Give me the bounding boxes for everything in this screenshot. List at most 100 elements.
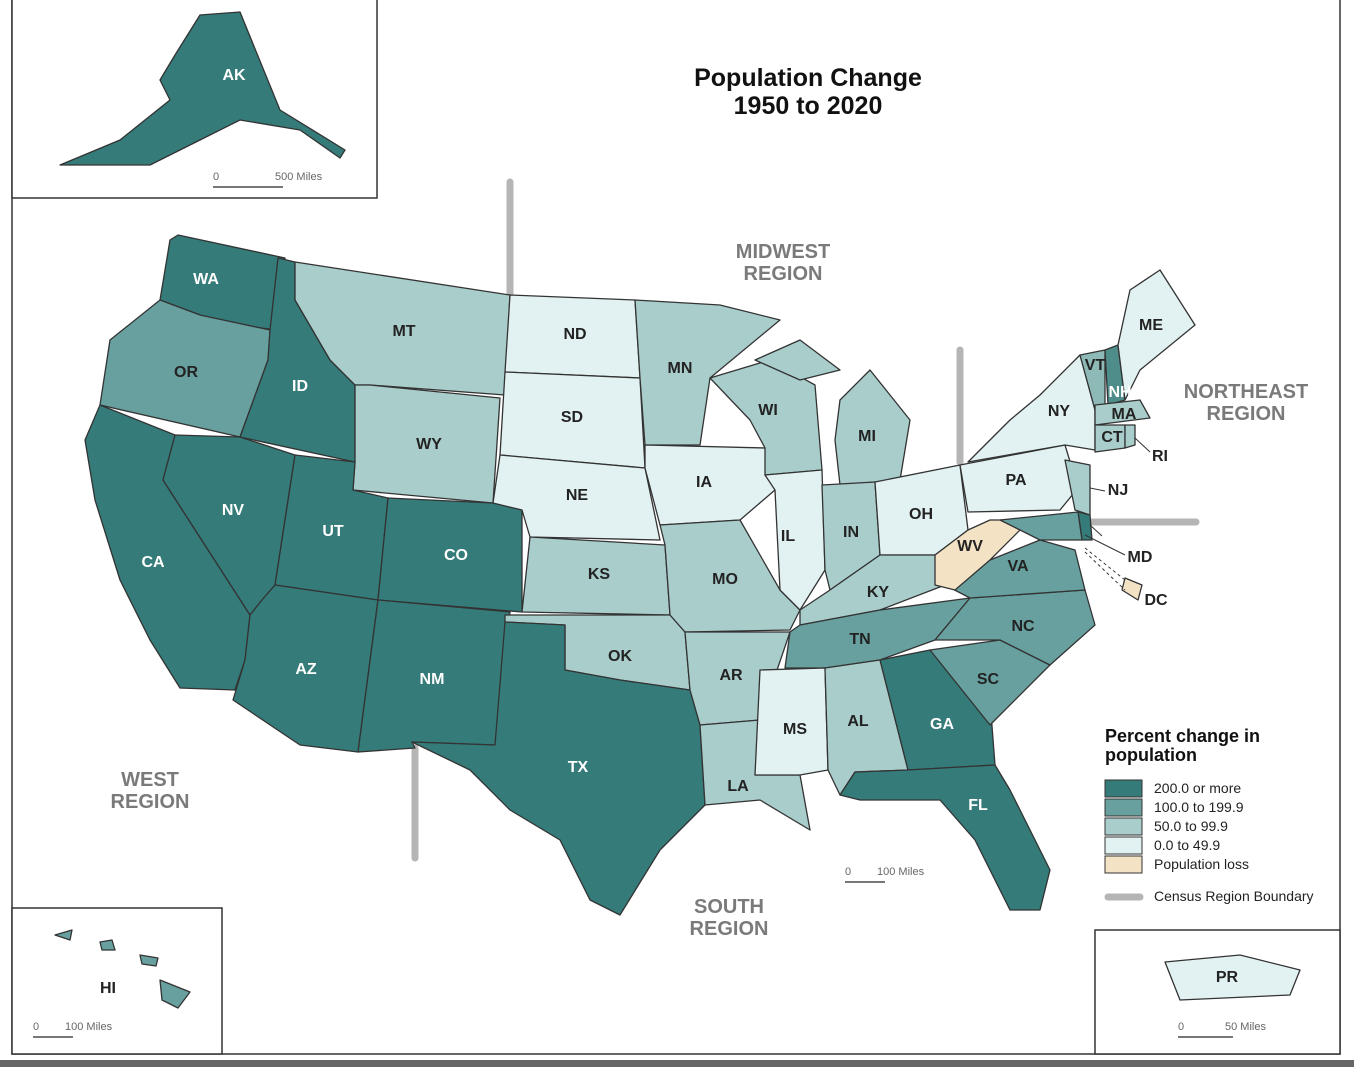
state-label: SD	[561, 409, 583, 426]
state-label: RI	[1152, 448, 1168, 465]
state-shape	[754, 667, 829, 776]
state-shape	[934, 519, 1031, 591]
state-label: IN	[843, 524, 859, 541]
state-label: WY	[416, 436, 442, 453]
state-label: NV	[222, 502, 245, 519]
state-label: OH	[909, 506, 933, 523]
legend-swatch	[1104, 836, 1143, 855]
state-shape	[839, 764, 1051, 911]
state-label: KS	[588, 566, 611, 583]
state-label: DC	[1144, 592, 1168, 609]
region-label: REGION	[111, 791, 190, 813]
state-label: NH	[1108, 384, 1131, 401]
hawaii-inset	[11, 907, 223, 1055]
state-shape	[377, 497, 523, 613]
region-label: MIDWEST	[736, 241, 830, 263]
state-label: ND	[563, 326, 586, 343]
legend-label: 100.0 to 199.9	[1154, 799, 1244, 815]
region-boundaries	[411, 178, 1200, 862]
legend-swatch	[1104, 817, 1143, 836]
region-label: REGION	[690, 918, 769, 940]
state-label: TN	[849, 631, 870, 648]
state-label: SC	[977, 671, 1000, 688]
scale-label: 100 Miles	[877, 866, 925, 878]
state-label: AR	[719, 667, 743, 684]
state-shape	[659, 519, 801, 633]
state-label: GA	[930, 716, 954, 733]
state-shape	[1121, 577, 1143, 601]
state-label: WI	[758, 402, 778, 419]
state-label: AK	[222, 67, 246, 84]
state-shape	[754, 339, 841, 381]
state-label: NY	[1048, 403, 1071, 420]
scale-label: 500 Miles	[275, 171, 323, 183]
legend-label: 200.0 or more	[1154, 780, 1241, 796]
state-shape	[99, 939, 116, 951]
state-shape	[54, 929, 73, 941]
scale-zero: 0	[213, 171, 219, 183]
legend-swatch	[1104, 798, 1143, 817]
state-label: ME	[1139, 317, 1163, 334]
leader-lines	[1084, 437, 1151, 591]
state-label: NM	[420, 671, 445, 688]
legend-label: 50.0 to 99.9	[1154, 818, 1228, 834]
region-label: REGION	[744, 263, 823, 285]
scale-zero: 0	[1178, 1021, 1184, 1033]
state-label: MA	[1112, 406, 1137, 423]
state-label: IL	[781, 528, 795, 545]
state-shape	[999, 511, 1083, 541]
state-label: UT	[322, 523, 344, 540]
region-label: REGION	[1207, 403, 1286, 425]
state-label: AZ	[295, 661, 317, 678]
state-label: CA	[141, 554, 165, 571]
state-label: KY	[867, 584, 890, 601]
scale-zero: 0	[33, 1021, 39, 1033]
state-label: MT	[392, 323, 415, 340]
state-label: CO	[444, 547, 468, 564]
state-label: OK	[608, 648, 632, 665]
states	[54, 11, 1301, 1009]
state-shape	[411, 621, 706, 916]
state-label: MO	[712, 571, 738, 588]
state-shape	[139, 954, 159, 967]
region-label: SOUTH	[694, 896, 764, 918]
state-shape	[634, 299, 781, 446]
state-label: MI	[858, 428, 876, 445]
legend-title: Percent change in	[1105, 726, 1260, 746]
state-label: NJ	[1108, 482, 1128, 499]
state-shape	[1124, 424, 1136, 449]
state-shape	[1164, 954, 1301, 1001]
state-label: HI	[100, 980, 116, 997]
state-label: NC	[1011, 618, 1035, 635]
scale-label: 100 Miles	[65, 1021, 113, 1033]
state-label: NE	[566, 487, 589, 504]
map-title: 1950 to 2020	[734, 92, 883, 120]
state-label: ID	[292, 378, 308, 395]
legend-swatch	[1104, 779, 1143, 798]
state-shape	[59, 11, 346, 166]
state-label: FL	[968, 797, 988, 814]
state-label: AL	[847, 713, 869, 730]
region-label: WEST	[121, 769, 179, 791]
state-label: VT	[1085, 357, 1106, 374]
state-label: OR	[174, 364, 198, 381]
state-label: PR	[1216, 969, 1239, 986]
state-label: PA	[1005, 472, 1026, 489]
legend-swatch	[1104, 855, 1143, 874]
labels: WA OR CA ID NV MT WY UT CO AZ NM ND SD NE KS OK TX MN IA MO…	[33, 64, 1314, 1038]
state-shape	[159, 979, 191, 1009]
state-label: MS	[783, 721, 807, 738]
region-label: NORTHEAST	[1184, 381, 1308, 403]
scale-zero: 0	[845, 866, 851, 878]
legend-label: Census Region Boundary	[1154, 888, 1314, 904]
state-label: CT	[1101, 429, 1123, 446]
legend-label: 0.0 to 49.9	[1154, 837, 1220, 853]
state-label: WV	[957, 538, 983, 555]
frame	[11, 0, 1341, 1055]
state-label: MN	[668, 360, 693, 377]
scale-label: 50 Miles	[1225, 1021, 1266, 1033]
state-shape	[1117, 269, 1196, 401]
state-label: MD	[1128, 549, 1153, 566]
map-title: Population Change	[694, 64, 922, 92]
